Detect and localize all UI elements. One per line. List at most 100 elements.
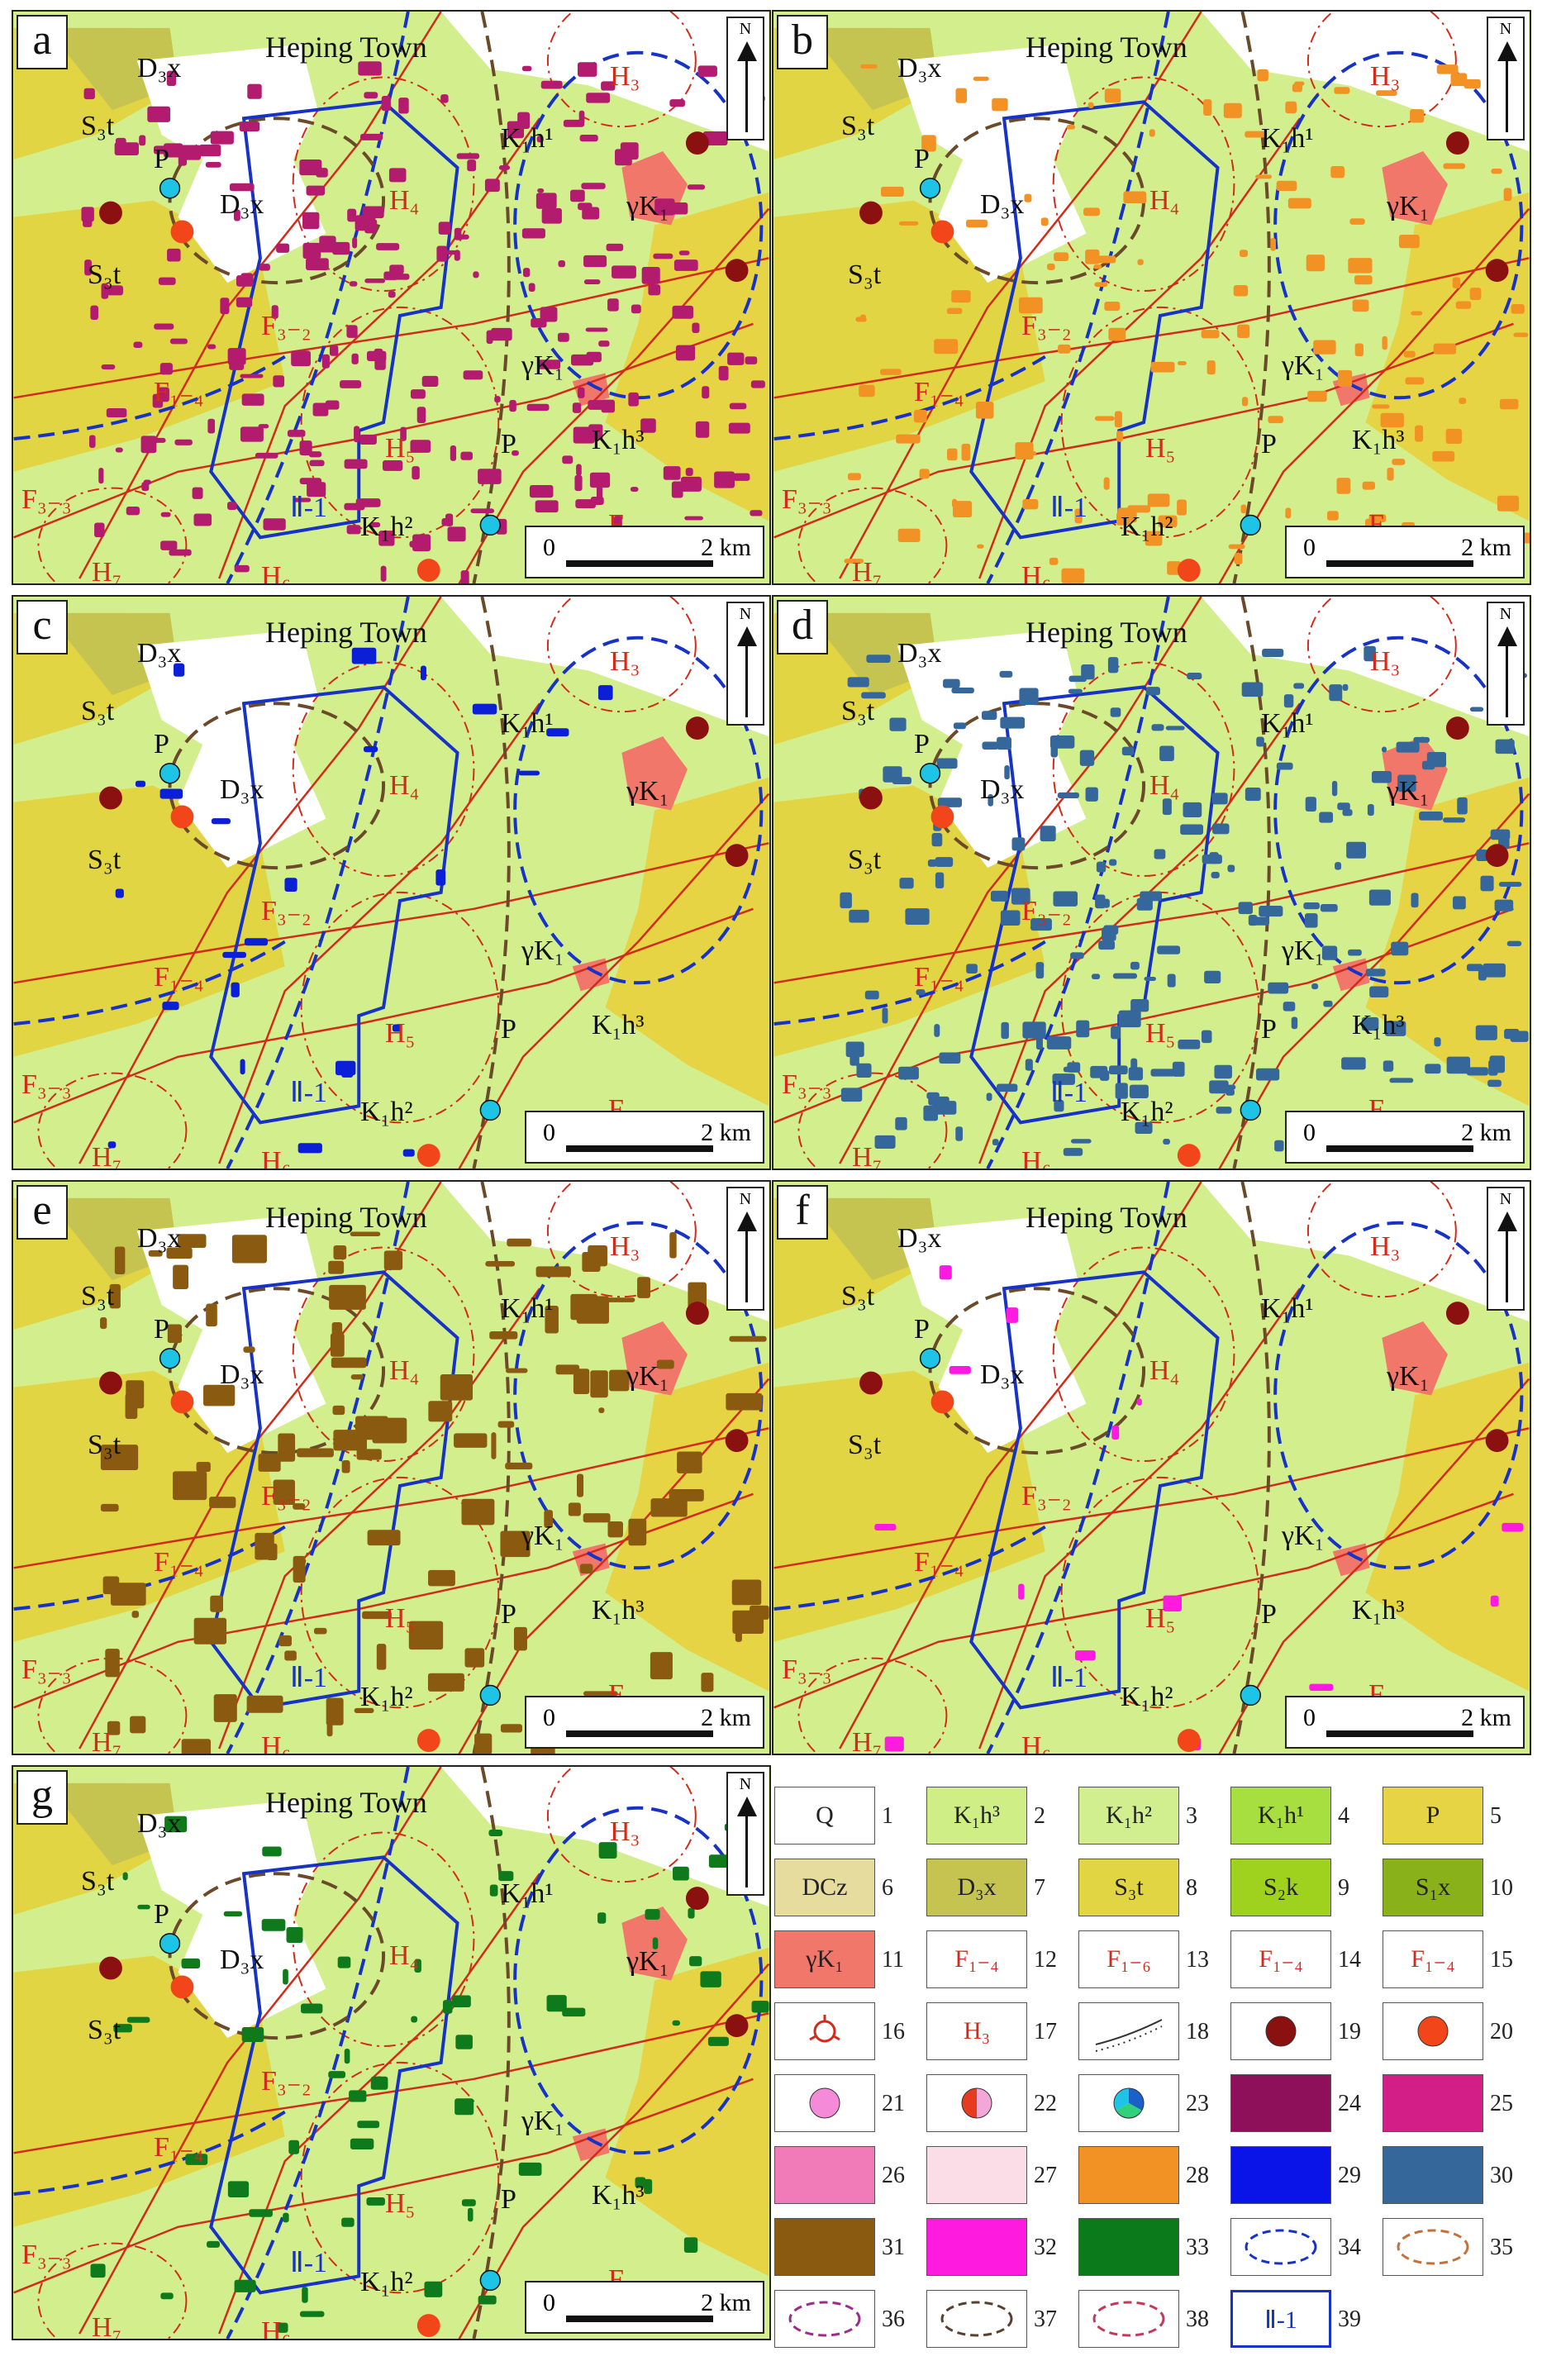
map-label-k1h2: K₁h²	[360, 512, 413, 542]
anomaly-patch	[1459, 397, 1467, 404]
map-label-h5: H₅	[385, 2188, 416, 2219]
anomaly-patch	[1457, 797, 1468, 815]
anomaly-patch	[387, 274, 410, 280]
anomaly-patch	[1136, 897, 1153, 911]
anomaly-patch	[435, 869, 446, 886]
anomaly-patch	[675, 345, 696, 361]
anomaly-patch	[905, 908, 930, 926]
anomaly-patch	[169, 338, 188, 345]
arrow-shaft	[1506, 1228, 1508, 1302]
anomaly-patch	[166, 70, 177, 86]
anomaly-patch	[1103, 477, 1110, 490]
map-label-h4: H₄	[1149, 185, 1180, 216]
anomaly-patch	[579, 1564, 593, 1573]
anomaly-patch	[1011, 888, 1030, 905]
anomaly-patch	[1011, 837, 1026, 851]
anomaly-patch	[1262, 649, 1284, 657]
anomaly-patch	[164, 1816, 188, 1833]
geologic-map	[13, 12, 769, 583]
anomaly-patch	[447, 526, 466, 542]
anomaly-patch	[1383, 1060, 1394, 1072]
legend-item-30: 30	[1383, 2146, 1535, 2211]
anomaly-patch	[637, 1277, 650, 1298]
anomaly-patch	[231, 982, 240, 997]
legend-symbol-icon	[1245, 2229, 1317, 2265]
anomaly-patch	[489, 1884, 498, 1897]
map-label-f14: F₁₋₄	[914, 377, 964, 407]
scale-km: 2 km	[1461, 1119, 1511, 1146]
anomaly-patch	[297, 1448, 334, 1458]
anomaly-patch	[577, 62, 597, 77]
boundary-blue-dashed	[773, 1525, 1046, 1611]
anomaly-patch	[996, 1083, 1018, 1092]
map-label-ii1: Ⅱ-1	[1050, 1663, 1088, 1693]
map-label-k1h3: K₁h³	[1352, 1010, 1405, 1040]
anomaly-patch	[1240, 504, 1247, 514]
legend-item-17: H₃ 17	[926, 2002, 1078, 2068]
anomaly-patch	[1030, 925, 1040, 931]
ring-structure-h5	[300, 1476, 500, 1709]
anomaly-patch	[1488, 1059, 1498, 1076]
fault-line	[13, 842, 769, 984]
anomaly-patch	[1331, 780, 1338, 797]
map-label-h5: H₅	[385, 1018, 416, 1049]
map-label-s3t: S₃t	[81, 111, 115, 141]
map-label-p: P	[1261, 1599, 1277, 1630]
anomaly-patch	[1001, 1021, 1009, 1040]
anomaly-patch	[1135, 1121, 1153, 1134]
anomaly-patch	[1320, 904, 1338, 912]
anomaly-patch	[529, 484, 554, 498]
anomaly-patch	[110, 1583, 146, 1606]
anomaly-patch	[472, 703, 497, 715]
anomaly-patch	[555, 1364, 580, 1375]
anomaly-patch	[1293, 683, 1305, 689]
anomaly-patch	[1349, 218, 1365, 225]
legend-symbol-icon	[1265, 2016, 1297, 2047]
anomaly-patch	[1319, 812, 1334, 823]
anomaly-patch	[537, 188, 545, 193]
anomaly-patch	[1405, 377, 1425, 385]
anomaly-patch	[745, 356, 758, 364]
fault-line	[773, 842, 1530, 984]
anomaly-patch	[702, 386, 710, 399]
anomaly-patch	[544, 1510, 553, 1528]
anomaly-patch	[1162, 798, 1172, 816]
unit-d3x	[46, 27, 178, 111]
anomaly-patch	[1144, 976, 1156, 982]
anomaly-patch	[486, 330, 493, 345]
anomaly-patch	[1257, 69, 1268, 82]
map-label-h7: H₇	[852, 1727, 883, 1755]
anomaly-patch	[528, 283, 535, 293]
map-label-s3t: S₃t	[81, 1281, 115, 1311]
anomaly-patch	[1213, 1084, 1236, 1090]
anomaly-patch	[574, 474, 583, 492]
anomaly-patch	[1387, 467, 1394, 481]
anomaly-patch	[174, 663, 185, 677]
anomaly-patch	[1206, 360, 1216, 375]
fault-line	[13, 257, 769, 399]
anomaly-patch	[861, 692, 886, 699]
anomaly-patch	[246, 1695, 283, 1713]
anomaly-patch	[1000, 910, 1021, 926]
anomaly-patch	[729, 402, 747, 410]
anomaly-patch	[916, 989, 926, 996]
granite-k1	[1382, 151, 1448, 226]
anomaly-patch	[562, 2007, 586, 2017]
anomaly-patch	[672, 2020, 680, 2026]
town-label: Heping Town	[265, 1786, 427, 1819]
anomaly-patch	[440, 94, 449, 103]
anomaly-patch	[455, 2035, 473, 2049]
boundary-blue-dashed	[986, 1182, 1170, 1754]
anomaly-patch	[1214, 1064, 1232, 1079]
anomaly-patch	[1157, 945, 1181, 954]
map-label-f14: F₁₋₄	[154, 377, 204, 407]
legend-item-38: 38	[1078, 2290, 1230, 2355]
anomaly-patch	[1241, 397, 1249, 407]
town-label: Heping Town	[1026, 31, 1187, 64]
legend-swatch	[774, 2146, 875, 2204]
legend-swatch: F₁₋₄	[1230, 1930, 1331, 1988]
map-label-h6: H₆	[1021, 1146, 1052, 1170]
anomaly-patch	[1411, 311, 1423, 316]
anomaly-patch	[1104, 301, 1121, 312]
anomaly-patch	[341, 2217, 355, 2227]
